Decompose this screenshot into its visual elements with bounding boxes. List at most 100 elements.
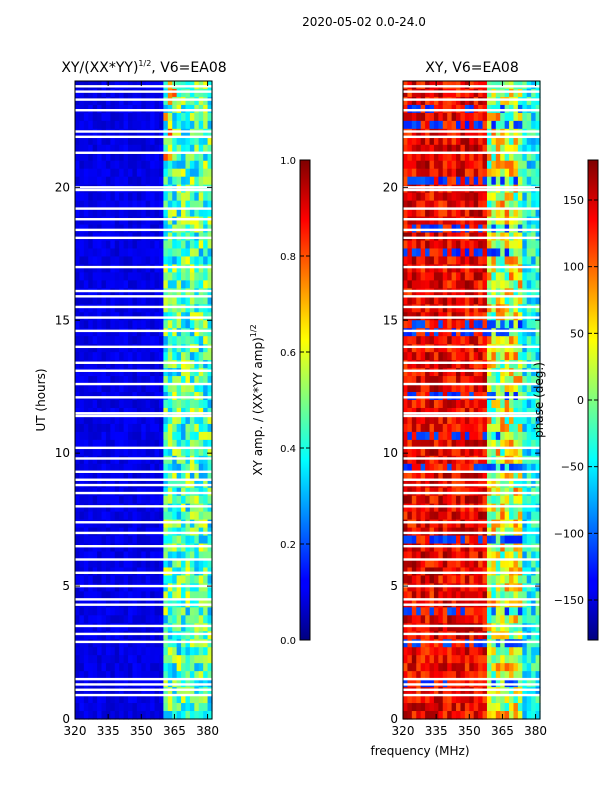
amplitude-heatmap-cell: [154, 535, 160, 545]
amplitude-heatmap-cell: [119, 320, 125, 329]
amplitude-heatmap-cell: [158, 376, 164, 385]
amplitude-heatmap-cell: [97, 280, 103, 289]
phase-heatmap-cell: [473, 471, 479, 481]
phase-heatmap-cell: [464, 376, 470, 385]
phase-heatmap-cell: [442, 264, 448, 273]
phase-heatmap-cell: [447, 240, 453, 250]
amplitude-heatmap-cell: [141, 671, 147, 680]
amplitude-heatmap-cell: [167, 591, 173, 600]
amplitude-heatmap-cell: [136, 200, 142, 210]
amplitude-heatmap-cell: [105, 511, 111, 521]
amplitude-heatmap-cell: [79, 591, 85, 600]
phase-heatmap-cell: [411, 280, 417, 289]
phase-heatmap-cell: [482, 344, 488, 353]
phase-heatmap-cell: [447, 647, 453, 656]
phase-heatmap-cell: [451, 671, 457, 680]
amplitude-heatmap-cell: [163, 711, 169, 720]
amplitude-heatmap-cell: [181, 615, 187, 624]
amplitude-heatmap-cell: [79, 623, 85, 632]
phase-heatmap-cell: [451, 120, 457, 130]
amplitude-heatmap-cell: [119, 128, 125, 138]
phase-heatmap-cell: [478, 423, 484, 433]
amplitude-heatmap-cell: [158, 152, 164, 162]
amplitude-heatmap-cell: [207, 471, 213, 481]
phase-heatmap-cell: [411, 264, 417, 273]
phase-heatmap-cell: [429, 304, 435, 313]
amplitude-heatmap-cell: [123, 160, 129, 170]
amplitude-heatmap-cell: [150, 495, 156, 505]
phase-heatmap-cell: [411, 248, 417, 258]
phase-heatmap-cell: [429, 639, 435, 648]
phase-heatmap-cell: [535, 623, 541, 632]
phase-heatmap-cell: [504, 607, 510, 616]
phase-heatmap-cell: [535, 304, 541, 313]
amplitude-heatmap-cell: [105, 88, 111, 98]
amplitude-heatmap-cell: [88, 623, 94, 632]
amplitude-heatmap-cell: [110, 455, 116, 465]
amplitude-heatmap-cell: [123, 256, 129, 266]
amplitude-heatmap-cell: [88, 176, 94, 186]
phase-heatmap-cell: [473, 320, 479, 329]
phase-heatmap-cell: [509, 663, 515, 672]
phase-heatmap-cell: [469, 400, 475, 409]
phase-heatmap-cell: [509, 272, 515, 281]
amplitude-heatmap-cell: [194, 152, 200, 162]
phase-heatmap-cell: [491, 655, 497, 664]
amplitude-heatmap-cell: [110, 711, 116, 720]
amplitude-heatmap-cell: [110, 144, 116, 154]
amplitude-heatmap-cell: [163, 583, 169, 592]
phase-heatmap-cell: [504, 495, 510, 505]
amplitude-heatmap-cell: [101, 551, 107, 561]
amplitude-heatmap-cell: [132, 471, 138, 481]
amplitude-heatmap-cell: [101, 543, 107, 553]
amplitude-heatmap-cell: [75, 687, 81, 696]
amplitude-heatmap-cell: [181, 336, 187, 345]
amplitude-heatmap-cell: [79, 503, 85, 513]
phase-heatmap-cell: [478, 376, 484, 385]
amplitude-heatmap-cell: [163, 519, 169, 529]
phase-heatmap-cell: [473, 575, 479, 585]
amplitude-heatmap-cell: [145, 423, 151, 433]
amplitude-heatmap-cell: [92, 152, 98, 162]
amplitude-heatmap-cell: [203, 120, 209, 130]
amplitude-heatmap-cell: [110, 583, 116, 592]
amplitude-heatmap-cell: [154, 575, 160, 585]
amplitude-heatmap-cell: [136, 607, 142, 616]
phase-heatmap-cell: [509, 336, 515, 345]
phase-heatmap-cell: [491, 144, 497, 154]
amplitude-heatmap-cell: [110, 543, 116, 553]
amplitude-heatmap-cell: [198, 112, 204, 122]
phase-heatmap-cell: [460, 415, 466, 425]
amplitude-heatmap-cell: [203, 591, 209, 600]
amplitude-heatmap-cell: [141, 360, 147, 369]
amplitude-heatmap-cell: [172, 431, 178, 441]
phase-heatmap-cell: [456, 559, 462, 569]
phase-heatmap-cell: [504, 344, 510, 353]
amplitude-heatmap-cell: [136, 431, 142, 441]
phase-heatmap-cell: [517, 168, 523, 178]
amplitude-heatmap-cell: [119, 240, 125, 250]
amplitude-heatmap-cell: [105, 607, 111, 616]
flagged-row: [75, 188, 212, 192]
phase-heatmap-cell: [411, 272, 417, 281]
phase-heatmap-cell: [495, 471, 501, 481]
amplitude-heatmap-cell: [167, 360, 173, 369]
phase-heatmap-cell: [535, 88, 541, 98]
amplitude-heatmap-cell: [79, 152, 85, 162]
phase-heatmap-cell: [522, 216, 528, 226]
flagged-row: [75, 478, 212, 481]
phase-heatmap-cell: [486, 503, 492, 513]
phase-heatmap-cell: [420, 415, 426, 425]
amplitude-heatmap-cell: [123, 216, 129, 226]
phase-heatmap-cell: [447, 152, 453, 162]
amplitude-heatmap-cell: [207, 320, 213, 329]
amplitude-heatmap-cell: [75, 543, 81, 553]
phase-heatmap-cell: [478, 128, 484, 138]
amplitude-heatmap-cell: [203, 559, 209, 569]
phase-heatmap-cell: [411, 160, 417, 170]
phase-heatmap-cell: [403, 248, 409, 258]
amplitude-heatmap-cell: [198, 368, 204, 377]
flagged-row: [75, 265, 212, 269]
amplitude-heatmap-cell: [141, 376, 147, 385]
phase-heatmap-cell: [451, 511, 457, 521]
